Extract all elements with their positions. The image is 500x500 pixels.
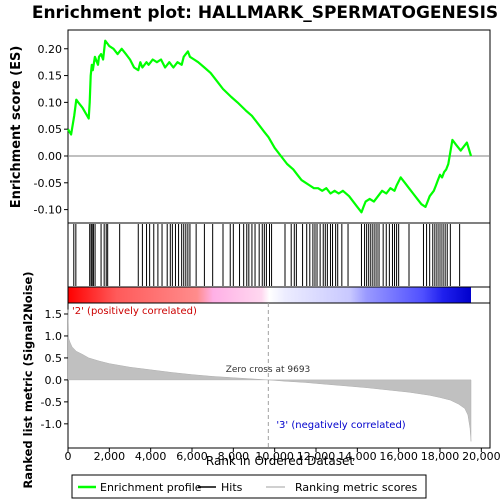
chart-title: Enrichment plot: HALLMARK_SPERMATOGENESI… <box>32 3 498 23</box>
metric-x-tick-label: 10,000 <box>255 450 294 463</box>
metric-x-tick-label: 4,000 <box>135 450 167 463</box>
es-y-tick-label: -0.10 <box>34 204 62 217</box>
es-y-tick-label: 0.15 <box>38 70 63 83</box>
es-y-ticks: -0.10 -0.05 0.00 0.05 0.10 0.15 0.20 <box>34 43 68 217</box>
legend-label-hits: Hits <box>221 481 243 494</box>
metric-y-tick-label: -1.0 <box>41 418 62 431</box>
metric-x-tick-label: 16,000 <box>379 450 418 463</box>
enrichment-profile-line <box>67 39 473 214</box>
hit-lines <box>73 224 461 286</box>
es-y-tick-label: 0.20 <box>38 43 63 56</box>
metric-x-tick-label: 6,000 <box>176 450 208 463</box>
metric-x-axis-label: Rank in Ordered Dataset <box>206 454 354 468</box>
ranking-metric-area <box>67 309 472 442</box>
es-panel-frame <box>67 29 491 224</box>
metric-y-axis-label: Ranked list metric (Signal2Noise) <box>21 271 35 488</box>
metric-y-tick-label: -0.5 <box>41 396 62 409</box>
legend-box <box>71 474 427 499</box>
legend-label-ranking-metric: Ranking metric scores <box>295 481 417 494</box>
es-y-tick-label: 0.05 <box>38 123 63 136</box>
positive-correlation-label: '2' (positively correlated) <box>72 306 197 317</box>
metric-y-tick-label: 1.0 <box>45 330 63 343</box>
metric-x-tick-label: 18,000 <box>421 450 460 463</box>
es-y-tick-label: 0.10 <box>38 96 63 109</box>
metric-y-tick-label: 0.0 <box>45 374 63 387</box>
legend-label-enrichment-profile: Enrichment profile <box>100 481 202 494</box>
negative-correlation-label: '3' (negatively correlated) <box>276 420 405 431</box>
metric-x-tick-label: 12,000 <box>297 450 336 463</box>
metric-y-tick-label: 1.5 <box>45 308 63 321</box>
metric-x-tick-label: 0 <box>65 450 72 463</box>
metric-x-tick-label: 2,000 <box>94 450 126 463</box>
metric-x-tick-label: 14,000 <box>338 450 377 463</box>
metric-x-tick-label: 8,000 <box>218 450 250 463</box>
metric-x-tick-label: 20,000 <box>462 450 500 463</box>
zero-cross-label: Zero cross at 9693 <box>226 365 311 375</box>
ranked-list-colorbar <box>68 287 471 303</box>
metric-x-ticks: 0 2,000 4,000 6,000 8,000 10,000 12,000 14,000 1… <box>65 448 500 463</box>
es-y-tick-label: -0.05 <box>34 177 62 190</box>
es-y-tick-label: 0.00 <box>38 150 63 163</box>
metric-y-ticks: -1.0 -0.5 0.0 0.5 1.0 1.5 <box>41 308 68 431</box>
metric-y-tick-label: 0.5 <box>45 352 63 365</box>
es-y-axis-label: Enrichment score (ES) <box>9 46 24 209</box>
